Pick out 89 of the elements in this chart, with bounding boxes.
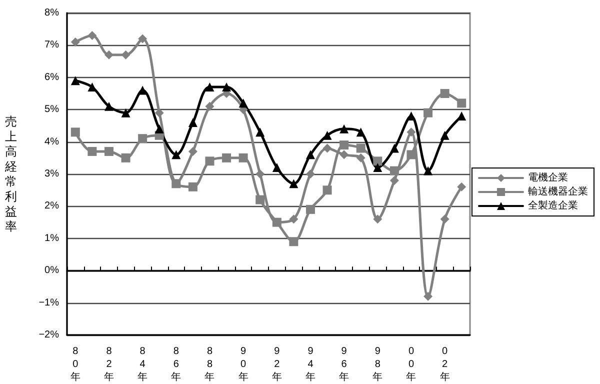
point [138, 34, 148, 44]
point [424, 108, 433, 118]
x-tick-label: 00年 [406, 346, 416, 383]
point [440, 214, 450, 224]
point [238, 98, 248, 108]
legend-label: 電機企業 [528, 172, 568, 184]
point [306, 170, 315, 178]
y-tick-label: 1% [44, 232, 60, 244]
x-tick-label: 98年 [372, 346, 383, 383]
point [88, 146, 97, 156]
point [205, 82, 214, 92]
y-tick-label: 8% [44, 8, 60, 18]
point [373, 163, 382, 172]
y-tick-label: 5% [44, 104, 60, 116]
x-tick-label: 88年 [204, 346, 215, 383]
point [406, 128, 416, 137]
point [104, 102, 114, 111]
point [373, 214, 382, 224]
point [256, 128, 265, 137]
point [188, 146, 198, 156]
point [390, 144, 399, 153]
point [356, 128, 366, 137]
y-tick-label: 7% [44, 40, 60, 51]
point [70, 37, 80, 46]
point [121, 153, 130, 162]
point [322, 144, 332, 153]
y-tick-label: −1% [38, 297, 60, 308]
point [238, 153, 248, 162]
point [340, 124, 349, 134]
point [121, 50, 130, 60]
point [70, 76, 80, 86]
x-tick-label: 86年 [171, 346, 182, 383]
point [154, 124, 164, 134]
point [406, 150, 416, 160]
point [138, 134, 148, 144]
point [70, 128, 80, 137]
y-tick-label: −2% [38, 330, 60, 340]
x-tick-label: 94年 [305, 346, 316, 383]
point [121, 108, 130, 118]
legend-label: 輸送機器企業 [528, 186, 588, 198]
point [172, 179, 181, 188]
point [222, 82, 232, 92]
point [222, 153, 232, 162]
point [256, 170, 265, 178]
x-tick-label: 02年 [440, 346, 450, 383]
y-tick-label: 3% [44, 168, 60, 180]
point [289, 214, 298, 224]
point [104, 146, 114, 156]
point [356, 144, 366, 153]
point [457, 182, 466, 192]
point [289, 179, 298, 188]
point [256, 195, 265, 204]
point [306, 150, 315, 160]
x-tick-label: 96年 [339, 346, 350, 383]
point [272, 163, 282, 172]
y-tick-label: 2% [44, 200, 60, 212]
point [356, 153, 366, 162]
point [373, 156, 382, 166]
point [322, 186, 332, 195]
x-tick-label: 80年 [70, 346, 80, 383]
x-tick-label: 82年 [104, 346, 114, 383]
x-tick-label: 90年 [238, 346, 248, 383]
point [205, 102, 214, 111]
point [390, 176, 399, 185]
y-axis-title: 売上高経常利益率 [4, 114, 17, 234]
point [205, 156, 214, 166]
point [272, 218, 282, 227]
point [88, 31, 97, 40]
y-tick-label: 0% [44, 265, 60, 276]
point [172, 150, 181, 160]
x-tick-label: 92年 [272, 346, 282, 383]
point [340, 150, 349, 160]
point [306, 204, 315, 214]
point [440, 89, 450, 98]
point [440, 130, 450, 140]
point [340, 140, 349, 150]
y-tick-label: 6% [44, 72, 60, 83]
y-tick-label: 4% [44, 136, 60, 148]
point [390, 166, 399, 176]
point [104, 50, 114, 60]
point [188, 118, 198, 127]
point [424, 166, 433, 176]
point [424, 292, 433, 301]
point [289, 237, 298, 246]
point [188, 182, 198, 192]
legend-label: 全製造企業 [528, 200, 578, 212]
x-tick-label: 84年 [138, 346, 148, 383]
point [457, 98, 466, 108]
point [154, 108, 164, 118]
